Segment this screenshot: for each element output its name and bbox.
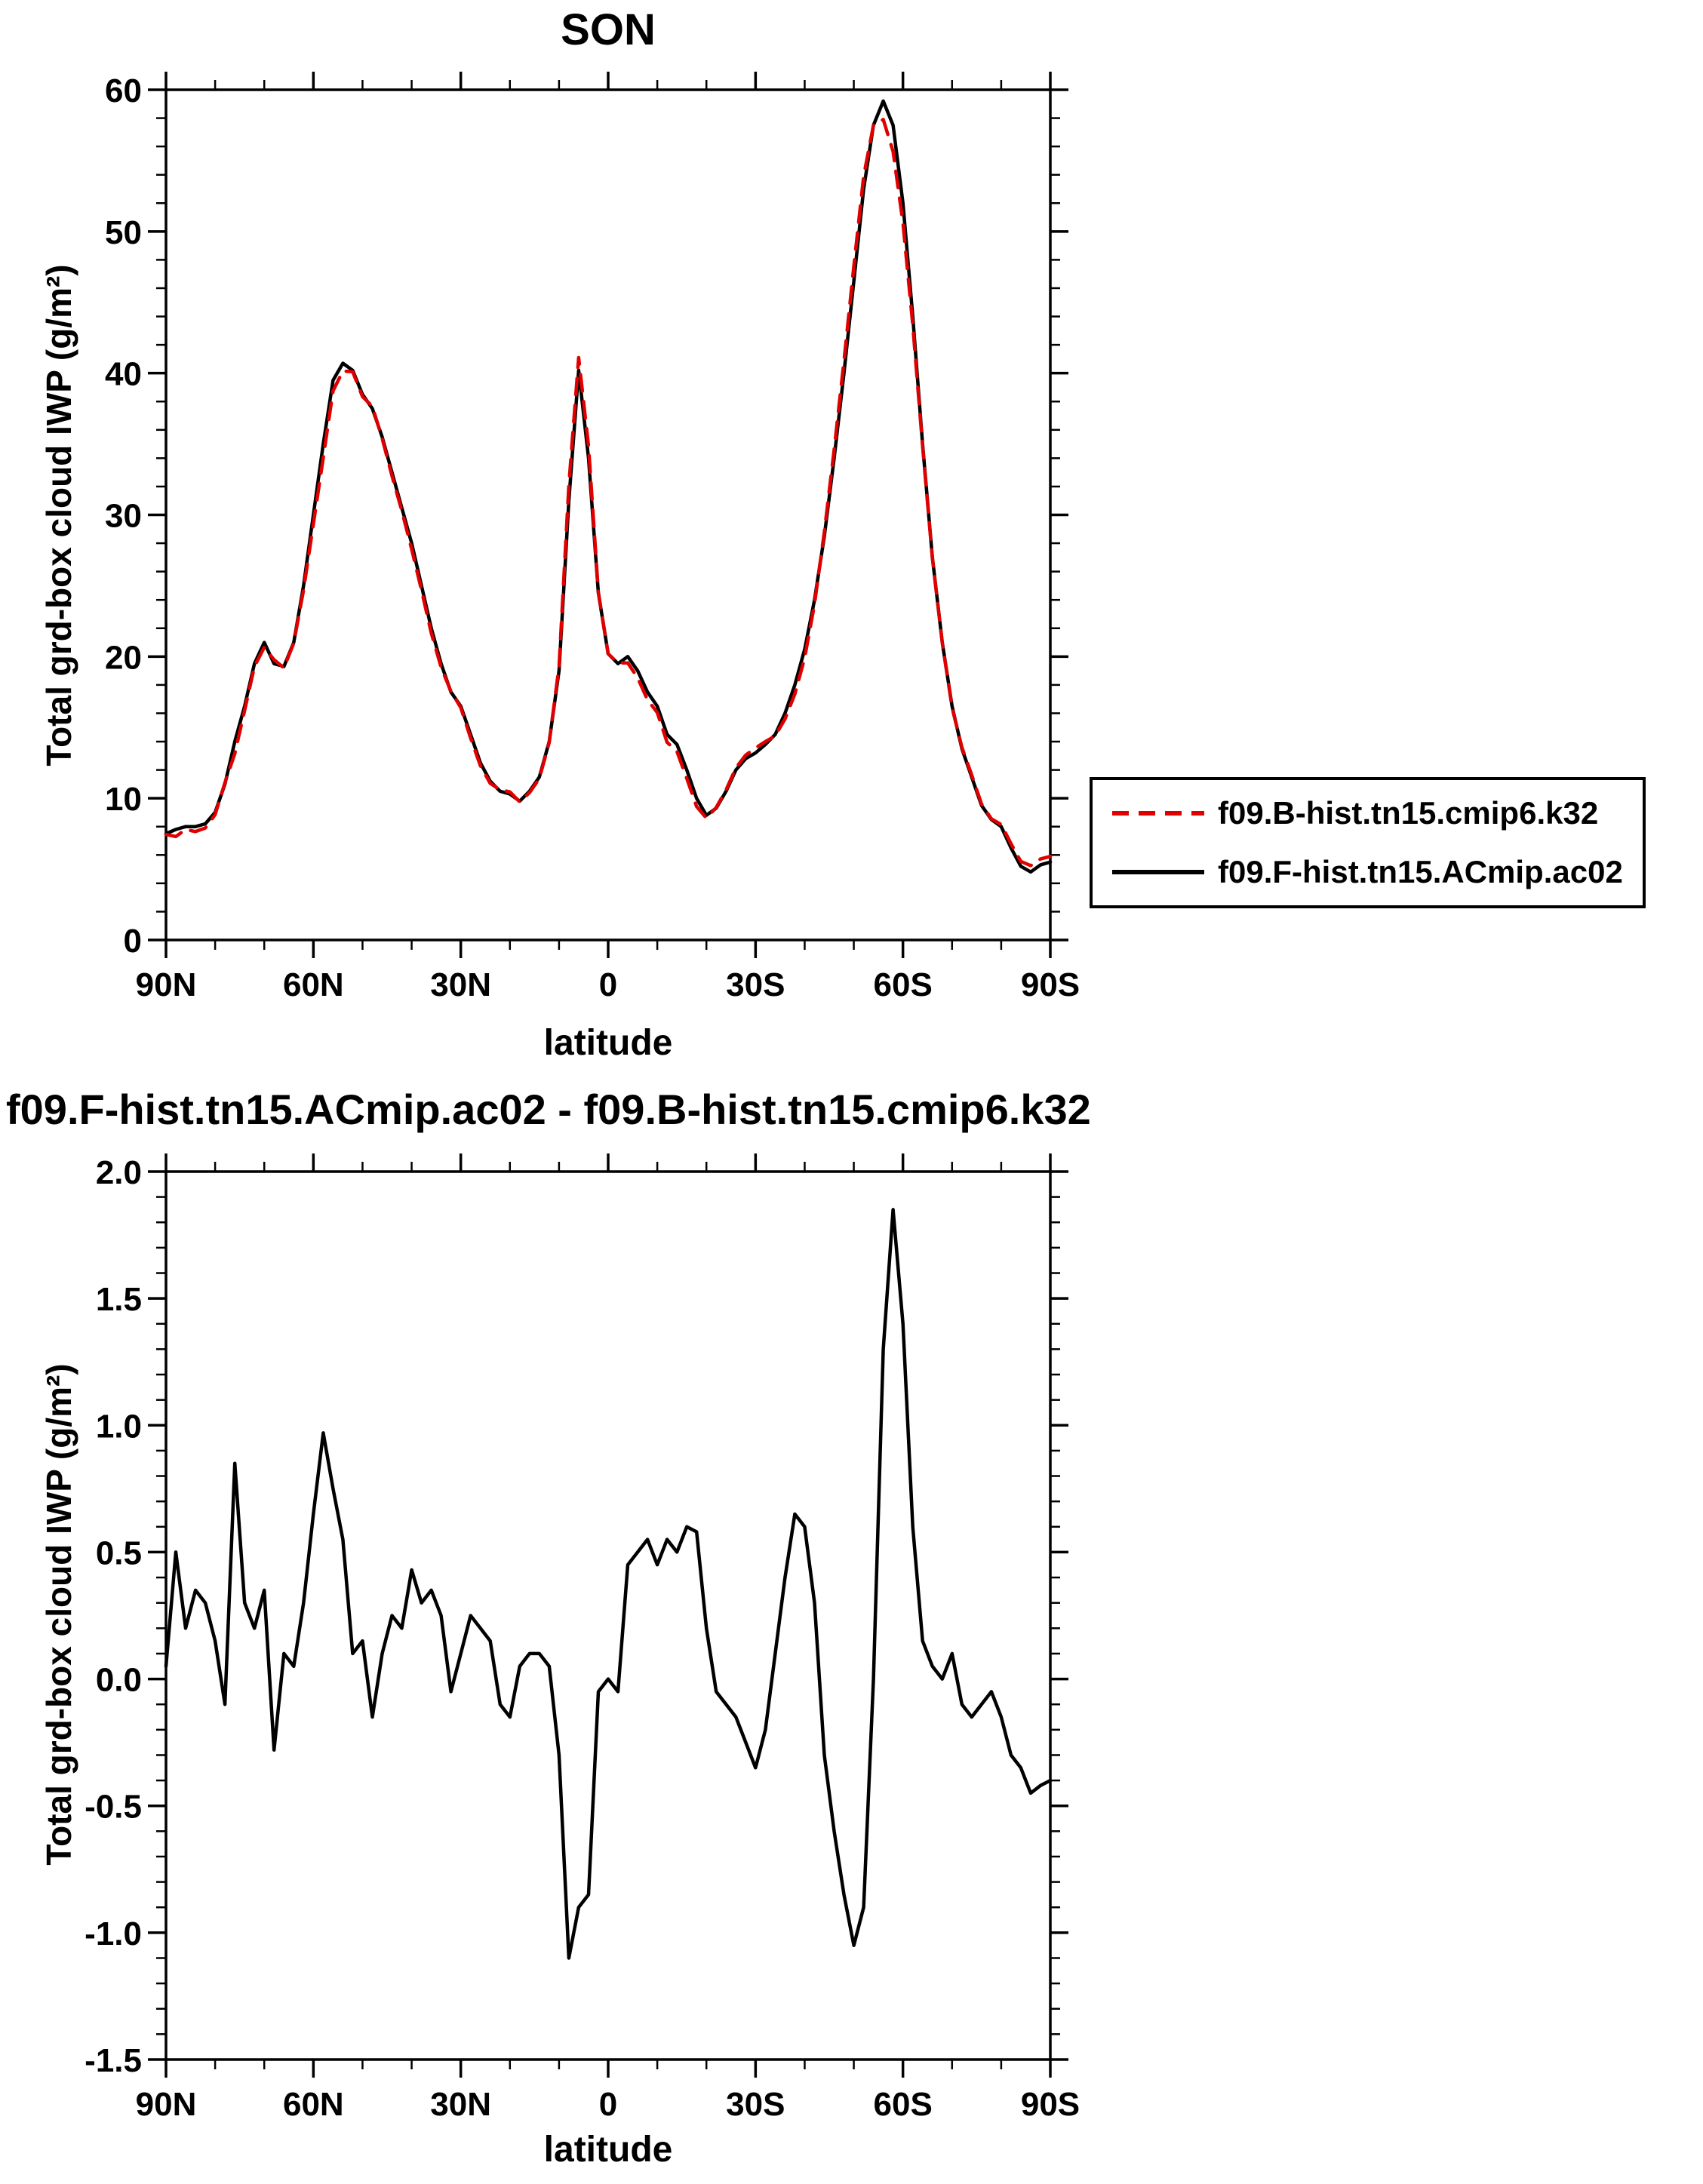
y-tick-label: 60	[105, 72, 142, 109]
top-chart-title: SON	[561, 5, 656, 54]
legend-label-f-hist: f09.F-hist.tn15.ACmip.ac02	[1218, 854, 1623, 889]
y-tick-label: 1.5	[96, 1281, 142, 1318]
y-tick-label: -1.0	[85, 1915, 142, 1952]
y-tick-label: 0.0	[96, 1662, 142, 1699]
x-tick-label: 60S	[874, 2086, 933, 2123]
bottom-chart-title: f09.F-hist.tn15.ACmip.ac02 - f09.B-hist.…	[6, 1086, 1091, 1133]
x-tick-label: 30S	[726, 966, 785, 1003]
y-tick-label: -0.5	[85, 1789, 142, 1826]
y-tick-label: 1.0	[96, 1408, 142, 1445]
y-tick-label: 50	[105, 214, 142, 251]
x-tick-label: 60N	[283, 2086, 344, 2123]
plot-frame	[164, 88, 1052, 941]
x-tick-label: 90N	[136, 966, 197, 1003]
x-tick-label: 30S	[726, 2086, 785, 2123]
y-tick-label: -1.5	[85, 2042, 142, 2079]
y-tick-label: 10	[105, 781, 142, 818]
top-chart-xlabel: latitude	[543, 1023, 673, 1063]
bottom-chart-xlabel: latitude	[543, 2130, 673, 2170]
y-tick-label: 40	[105, 356, 142, 393]
y-tick-label: 30	[105, 498, 142, 535]
series-line-solid	[164, 99, 1053, 874]
legend-row-f-hist: f09.F-hist.tn15.ACmip.ac02	[1112, 854, 1623, 890]
legend: f09.B-hist.tn15.cmip6.k32 f09.F-hist.tn1…	[1090, 777, 1646, 908]
red-dashed-line-sample-icon	[1112, 811, 1204, 816]
bottom-chart-ylabel: Total grd-box cloud IWP (g/m²)	[39, 1363, 78, 1866]
y-tick-label: 0.5	[96, 1534, 142, 1571]
y-tick-label: 0	[124, 923, 142, 960]
series-line-solid	[164, 1208, 1053, 1960]
x-tick-label: 90S	[1021, 966, 1080, 1003]
y-tick-label: 20	[105, 639, 142, 676]
plot-frame	[164, 1170, 1052, 2061]
x-tick-label: 0	[599, 966, 617, 1003]
x-tick-label: 60S	[874, 966, 933, 1003]
x-tick-label: 30N	[430, 2086, 491, 2123]
top-chart-ylabel: Total grd-box cloud IWP (g/m²)	[39, 264, 78, 766]
legend-row-b-hist: f09.B-hist.tn15.cmip6.k32	[1112, 795, 1623, 831]
x-tick-label: 90N	[136, 2086, 197, 2123]
x-tick-label: 90S	[1021, 2086, 1080, 2123]
x-tick-label: 60N	[283, 966, 344, 1003]
black-solid-line-sample-icon	[1112, 870, 1204, 874]
legend-label-b-hist: f09.B-hist.tn15.cmip6.k32	[1218, 795, 1599, 831]
x-tick-label: 30N	[430, 966, 491, 1003]
x-tick-label: 0	[599, 2086, 617, 2123]
series-line-dashed	[164, 118, 1053, 868]
y-tick-label: 2.0	[96, 1154, 142, 1191]
